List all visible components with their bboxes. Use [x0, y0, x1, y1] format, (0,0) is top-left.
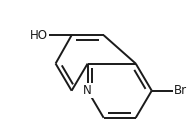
Text: HO: HO	[30, 29, 48, 42]
Text: Br: Br	[174, 84, 187, 97]
Text: N: N	[83, 84, 92, 97]
